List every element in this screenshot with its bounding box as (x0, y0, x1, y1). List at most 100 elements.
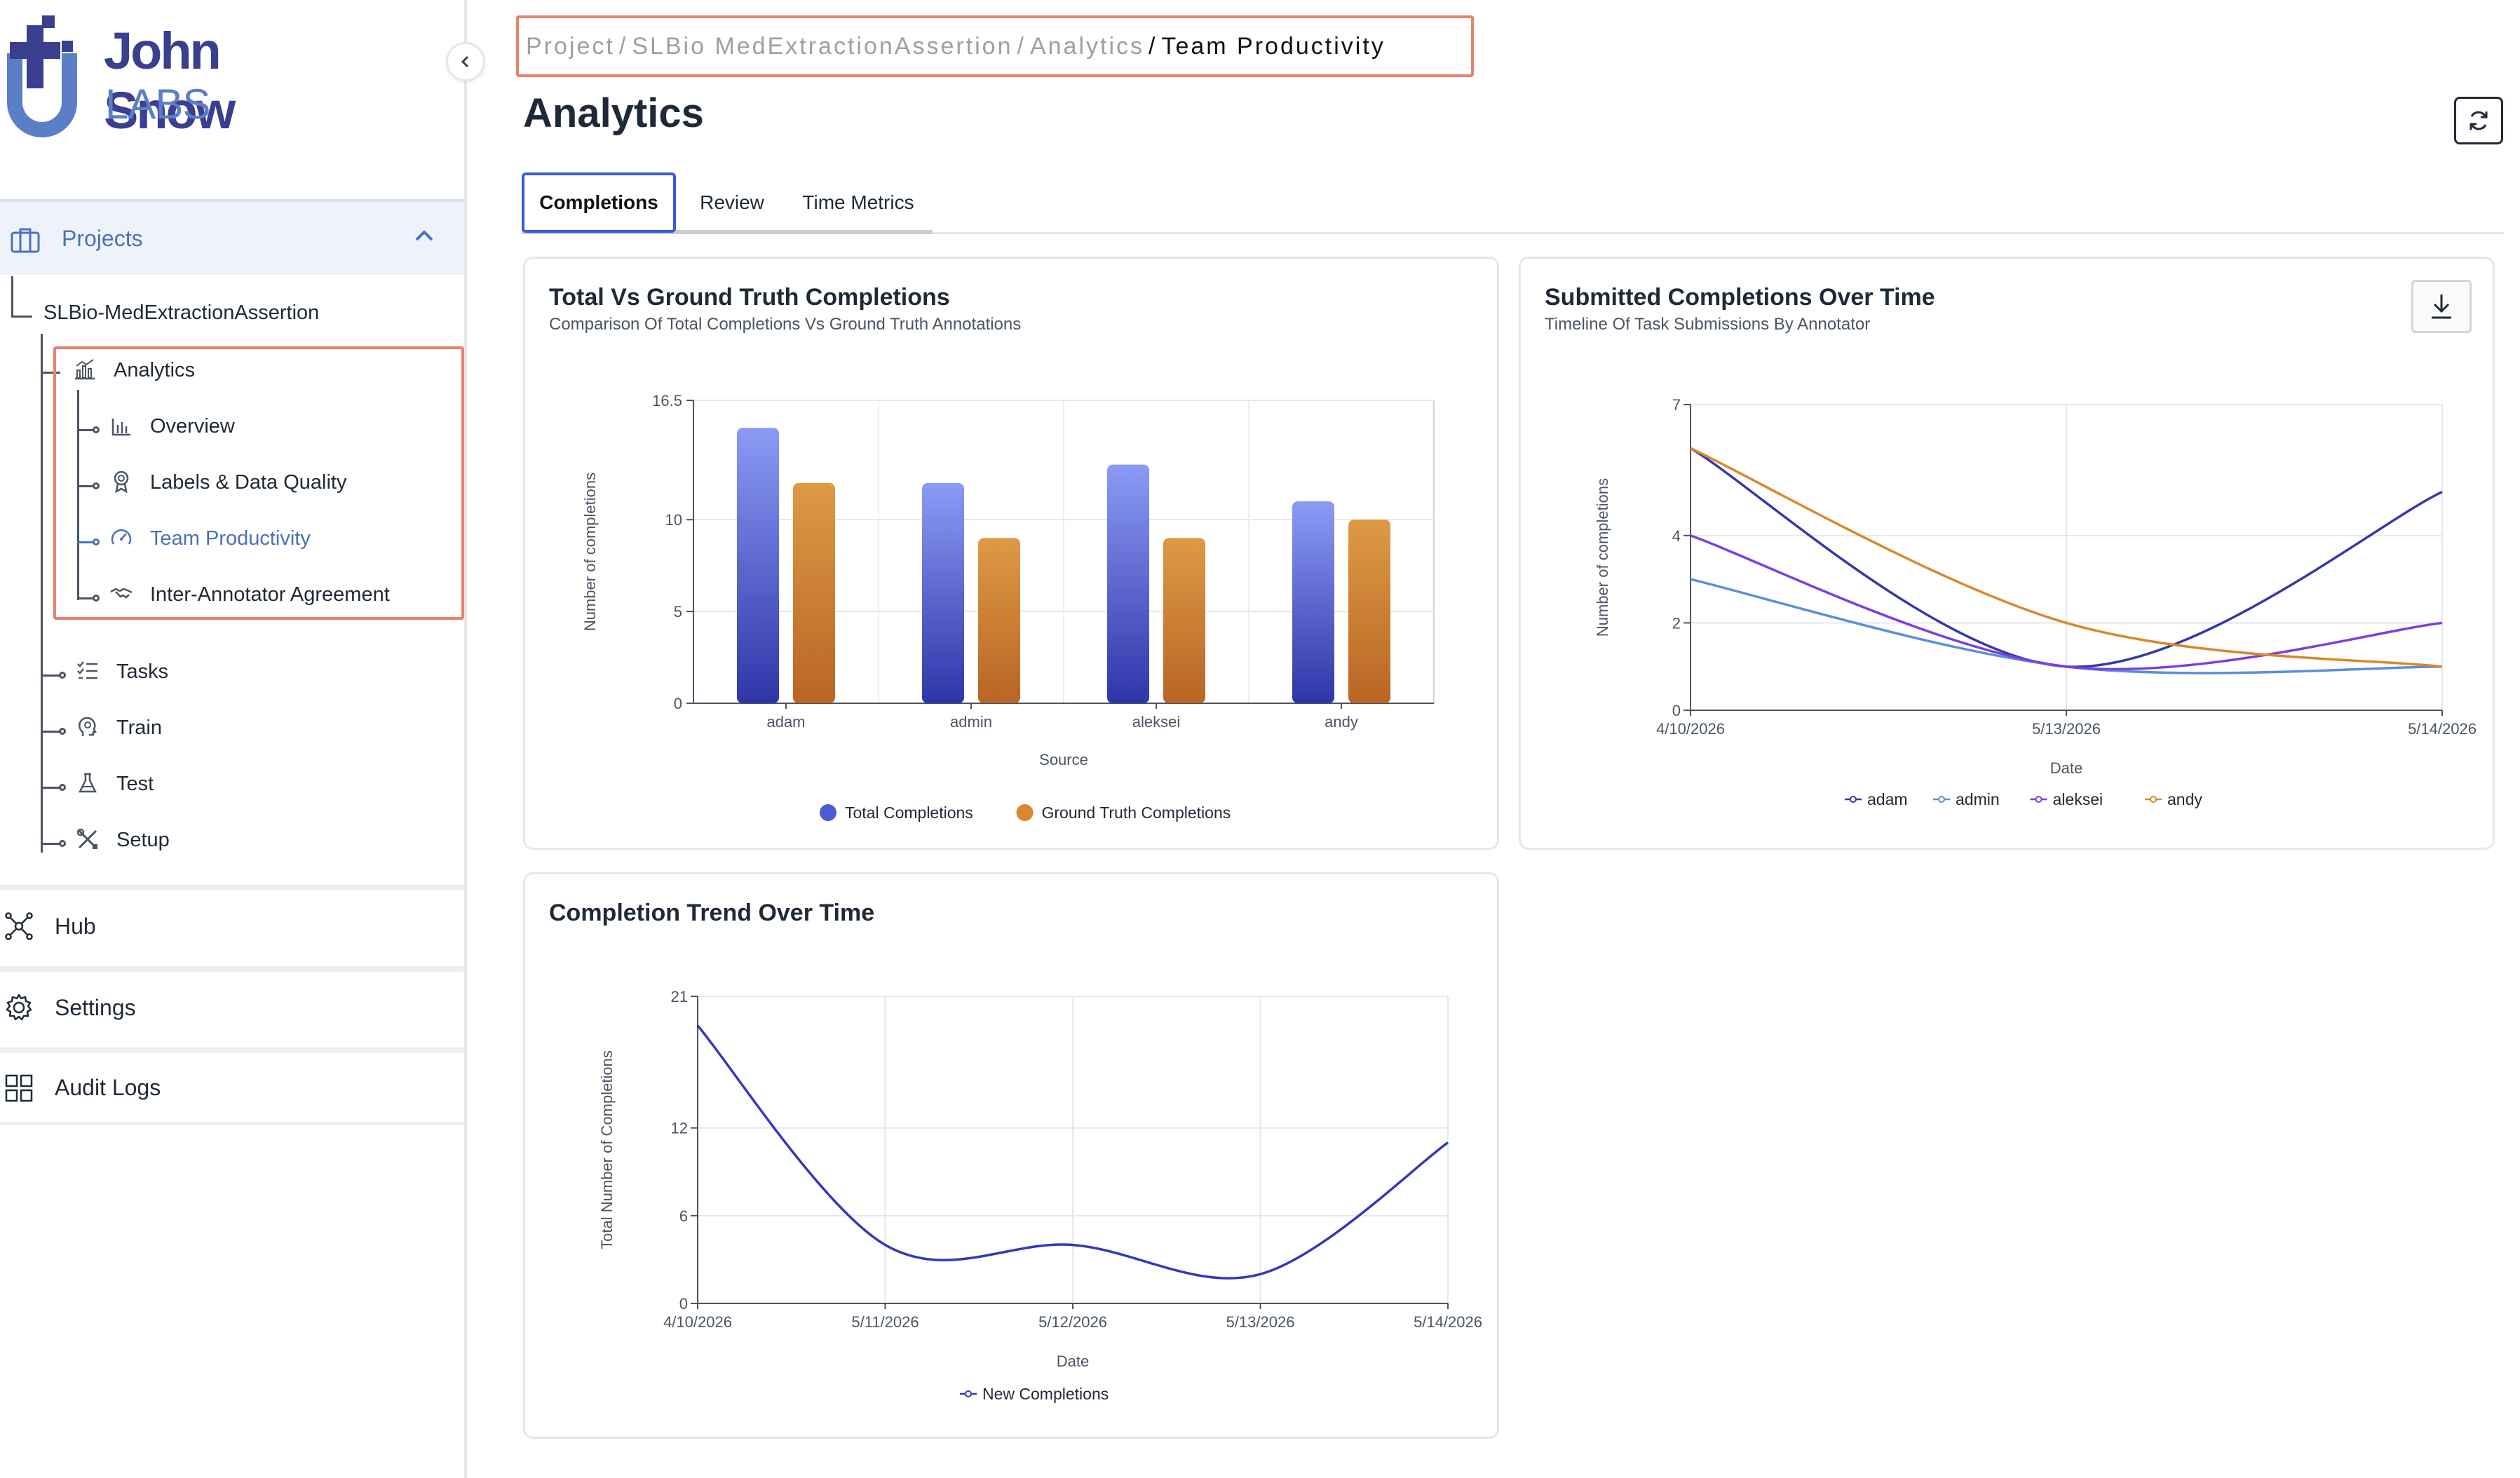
breadcrumb-separator: / (618, 32, 628, 60)
legend-label: aleksei (2053, 790, 2104, 808)
sidebar-item-test[interactable]: Test (116, 773, 154, 795)
y-tick-label: 7 (1672, 396, 1681, 414)
y-tick-label: 21 (671, 988, 688, 1005)
tree-dot (93, 482, 100, 489)
gear-icon (6, 994, 32, 1021)
x-tick-label: 5/14/2026 (2408, 720, 2477, 738)
tree-line (41, 787, 60, 789)
legend-label: admin (1956, 790, 2000, 808)
nav-hub[interactable]: Hub (0, 885, 464, 962)
y-tick-label: 6 (679, 1207, 688, 1225)
tab-time-metrics[interactable]: Time Metrics (802, 191, 914, 213)
download-button[interactable] (2411, 280, 2472, 333)
brand-name: John Snow (104, 22, 236, 140)
sidebar-item-setup[interactable]: Setup (116, 829, 170, 851)
chart-title: Total Vs Ground Truth Completions (549, 284, 950, 311)
collapse-sidebar-button[interactable] (446, 42, 485, 81)
brand-sub: LABS (105, 81, 210, 128)
breadcrumb-current: Team Productivity (1161, 32, 1386, 60)
x-tick-label: 5/14/2026 (1414, 1313, 1482, 1331)
sidebar: John Snow LABS Projects SLBio-MedExtract… (0, 0, 467, 1478)
nav-settings[interactable]: Settings (0, 966, 464, 1043)
legend-label: New Completions (982, 1385, 1109, 1403)
sidebar-item-labels-data-quality[interactable]: Labels & Data Quality (150, 471, 347, 494)
bar-chart: 0 5 10 16.5 adam admin aleksei andy Source Number… (581, 392, 1435, 822)
bar (1348, 520, 1390, 703)
legend-marker (1016, 804, 1034, 821)
breadcrumb-analytics[interactable]: Analytics (1029, 32, 1145, 60)
x-axis-label: Source (1039, 751, 1088, 768)
tree-line (77, 390, 79, 600)
logo[interactable]: John Snow LABS (0, 7, 351, 140)
x-axis-label: Date (2050, 759, 2082, 777)
y-tick-label: 2 (1672, 614, 1681, 632)
sidebar-item-train[interactable]: Train (116, 717, 162, 739)
sidebar-item-analytics[interactable]: Analytics (114, 359, 196, 381)
grid-icon (5, 1074, 33, 1101)
analytics-icon (75, 359, 95, 380)
x-tick-label: 4/10/2026 (663, 1313, 732, 1331)
sidebar-item-team-productivity[interactable]: Team Productivity (150, 527, 311, 550)
tree-dot (59, 728, 66, 735)
analytics-highlight-box (53, 346, 464, 620)
chart-title: Completion Trend Over Time (549, 900, 875, 926)
tree-dot (93, 538, 100, 545)
x-tick-label: admin (950, 713, 992, 731)
tree-dot (59, 784, 66, 791)
chart-card-total-vs-ground-truth: Total Vs Ground Truth Completions Compar… (523, 257, 1499, 850)
x-tick-label: 5/13/2026 (2032, 720, 2101, 738)
checklist-icon (77, 661, 97, 679)
sidebar-item-inter-annotator-agreement[interactable]: Inter-Annotator Agreement (150, 583, 390, 606)
x-tick-label: andy (1325, 713, 1358, 731)
download-icon (2432, 294, 2451, 319)
breadcrumb-project[interactable]: Project (526, 32, 615, 60)
legend-marker (2150, 796, 2157, 803)
tree-dot (59, 840, 66, 847)
legend-marker (1850, 796, 1857, 803)
tools-icon (76, 828, 97, 849)
tree-line (77, 597, 94, 599)
tree-line (77, 429, 94, 431)
breadcrumb-project-name[interactable]: SLBio MedExtractionAssertion (632, 32, 1013, 60)
legend-marker (2035, 796, 2043, 803)
bar (793, 482, 835, 703)
chevron-up-icon[interactable] (414, 229, 435, 243)
x-tick-label: 5/13/2026 (1226, 1313, 1295, 1331)
legend-label: Ground Truth Completions (1042, 804, 1231, 822)
tab-bar: Completions Review Time Metrics (522, 172, 2505, 234)
logo-mark-icon (7, 15, 77, 137)
nav-settings-label: Settings (55, 994, 136, 1020)
project-name[interactable]: SLBio-MedExtractionAssertion (43, 301, 320, 324)
tab-completions[interactable]: Completions (522, 172, 676, 233)
legend-marker (965, 1390, 972, 1397)
sidebar-item-overview[interactable]: Overview (150, 415, 235, 438)
y-tick-label: 4 (1672, 527, 1681, 545)
bar (978, 538, 1020, 703)
bar (1292, 501, 1334, 703)
tree-line (41, 674, 60, 677)
projects-section-header[interactable]: Projects (0, 199, 464, 275)
nav-audit-logs[interactable]: Audit Logs (0, 1048, 464, 1125)
tree-line (41, 334, 43, 853)
x-tick-label: 5/12/2026 (1038, 1313, 1107, 1331)
tree-dot (93, 595, 100, 602)
x-tick-label: 4/10/2026 (1656, 720, 1725, 738)
legend-label: adam (1867, 790, 1908, 808)
tree-line (77, 541, 94, 543)
x-tick-label: 5/11/2026 (851, 1313, 919, 1331)
tab-review[interactable]: Review (700, 191, 764, 213)
sidebar-item-tasks[interactable]: Tasks (116, 660, 169, 683)
award-icon (114, 470, 129, 494)
tree-line (11, 316, 32, 318)
y-tick-label: 0 (1672, 702, 1681, 719)
tree-line (41, 731, 60, 733)
bar (922, 482, 964, 703)
breadcrumb: Project / SLBio MedExtractionAssertion /… (516, 15, 1474, 77)
chart-title: Submitted Completions Over Time (1545, 284, 1935, 311)
tab-underline (522, 230, 933, 234)
refresh-button[interactable] (2454, 97, 2503, 144)
line-chart: 0 2 4 7 4/10/2026 5/13/2026 5/14/2026 Date Numbe… (1594, 396, 2477, 808)
tree-line (41, 843, 60, 845)
tree-line (41, 372, 60, 374)
legend-marker (820, 804, 836, 821)
